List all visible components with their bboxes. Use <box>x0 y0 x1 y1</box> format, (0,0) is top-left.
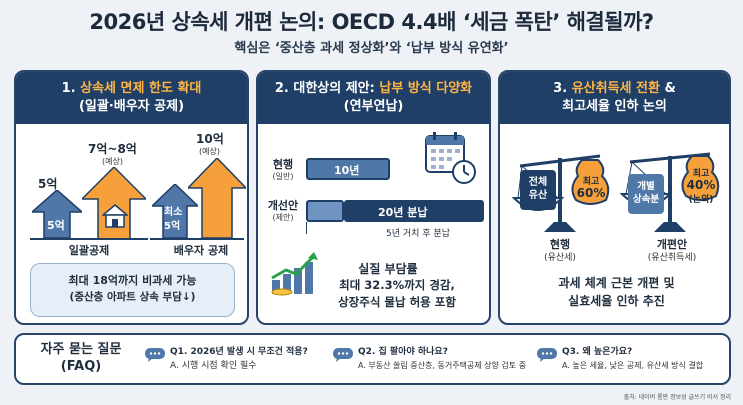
panel-payment-title-highlight: 납부 방식 다양화 <box>379 81 473 96</box>
value-10eok: 10억 <box>196 132 224 146</box>
proposal-bar <box>344 200 484 222</box>
panel-payment-header: 2. 대한상의 제안: 납부 방식 다양화 (연부연납) <box>258 72 489 124</box>
left-label: 현행 <box>549 238 571 251</box>
tax-bottom-line2: 실효세율 인하 추진 <box>568 294 665 308</box>
left-pan-box <box>520 170 556 210</box>
callout-line1: 최대 18억까지 비과세 가능 <box>68 274 197 287</box>
right-label: 개편안 <box>656 238 688 251</box>
blue-arrow-icon <box>32 190 82 238</box>
baseline-left <box>30 238 148 240</box>
panel-tax-title-prefix: 3. <box>553 81 572 96</box>
panel-payment-title-line2: (연부연납) <box>343 99 404 114</box>
right-bag-sub: (논의) <box>688 195 714 205</box>
label-min: 최소 <box>164 207 183 218</box>
chat-bubble-icon <box>145 348 165 362</box>
effect-line2: 상장주식 물납 허용 포함 <box>338 295 456 309</box>
panel-tax-title-highlight: 유산취득세 전환 <box>571 81 660 96</box>
faq-section: 자주 묻는 질문 (FAQ) Q1. 2026년 발생 시 무조건 적용? A.… <box>14 333 731 385</box>
left-pan-text: 전체 유산 <box>528 177 548 201</box>
value-min-5eok: 5억 <box>164 221 181 232</box>
effect-title: 실질 부담률 <box>358 262 418 276</box>
left-bag-value: 60% <box>576 186 606 200</box>
value-7-8eok-note: (예상) <box>102 157 123 166</box>
proposal-bar-label: 20년 분납 <box>378 206 428 219</box>
chat-bubble-icon <box>537 348 557 362</box>
panel-exemption-title-prefix: 1. <box>61 81 81 96</box>
right-bag-top: 최고 <box>692 169 710 179</box>
proposal-sub: (제안) <box>272 213 294 222</box>
faq-item-2[interactable]: Q2. 집 팔아야 하나요? A. 부동산 쏠림 중산층, 동거주택공제 상향 … <box>358 345 546 373</box>
left-sub: (유산세) <box>544 253 576 263</box>
panel-tax-system: 3. 유산취득세 전환 & 최고세율 인하 논의 전체 유산 최고 60% 현행… <box>498 70 731 325</box>
right-pan-text: 개별 상속분 <box>632 181 660 205</box>
faq-a3: A. 높은 세율, 낮은 공제, 유산세 방식 결합 <box>562 361 704 370</box>
callout-line2: (중산층 아파트 상속 부담↓) <box>69 291 196 303</box>
value-10eok-note: (예상) <box>199 147 220 156</box>
panel-tax-title-line2: 최고세율 인하 논의 <box>562 99 667 114</box>
panel-exemption-header: 1. 상속세 면제 한도 확대 (일괄·배우자 공제) <box>16 72 247 124</box>
value-5eok: 5억 <box>38 177 58 191</box>
panel-exemption: 1. 상속세 면제 한도 확대 (일괄·배우자 공제) 5억 5억 7억~8억 … <box>14 70 249 325</box>
growth-chart-icon <box>271 252 318 296</box>
effect-line1: 최대 32.3%까지 경감, <box>339 278 455 292</box>
orange-arrow-large-icon <box>188 158 246 238</box>
panel-payment-title-prefix: 2. 대한상의 제안: <box>274 81 380 96</box>
faq-title: 자주 묻는 질문 (FAQ) <box>26 341 136 375</box>
faq-q3: Q3. 왜 높은가요? <box>562 347 633 357</box>
page-subtitle: 핵심은 ‘중산층 과세 정상화’와 ‘납부 방식 유연화’ <box>234 41 509 56</box>
right-pan-box <box>628 174 664 214</box>
calendar-clock-icon <box>425 132 476 184</box>
faq-title-line2: (FAQ) <box>60 359 102 374</box>
faq-item-3[interactable]: Q3. 왜 높은가요? A. 높은 세율, 낮은 공제, 유산세 방식 결합 <box>562 345 730 373</box>
panel-tax-system-header: 3. 유산취득세 전환 & 최고세율 인하 논의 <box>500 72 729 124</box>
panel-tax-title-amp: & <box>659 81 676 96</box>
faq-q1: Q1. 2026년 발생 시 무조건 적용? <box>170 347 308 357</box>
proposal-bar-grace <box>306 200 344 222</box>
current-bar-label: 10년 <box>334 164 360 177</box>
faq-q2: Q2. 집 팔아야 하나요? <box>358 347 448 357</box>
label-lump-deduction: 일괄공제 <box>68 244 110 257</box>
value-5eok-inner: 5억 <box>47 219 65 232</box>
page-title: 2026년 상속세 개편 논의: OECD 4.4배 ‘세금 폭탄’ 해결될까? <box>89 10 654 34</box>
blue-arrow-min-icon <box>152 184 198 238</box>
chat-bubble-icon <box>333 348 353 362</box>
orange-arrow-icon <box>82 167 146 239</box>
left-bag-top: 최고 <box>582 177 600 187</box>
proposal-label: 개선안 <box>267 199 299 212</box>
current-label: 현행 <box>272 158 294 171</box>
right-bag-value: 40% <box>686 178 716 192</box>
panel-exemption-title-highlight: 상속세 면제 한도 확대 <box>80 81 202 96</box>
house-icon <box>102 204 128 228</box>
baseline-right <box>150 238 244 240</box>
note-tick <box>306 222 307 234</box>
faq-title-line1: 자주 묻는 질문 <box>40 342 122 357</box>
source-note: 출처: 네이버 롬판 정보성 글쓰기 비서 정리 <box>623 394 731 401</box>
faq-a2: A. 부동산 쏠림 중산층, 동거주택공제 상향 검토 중 <box>358 361 527 370</box>
current-sub: (일반) <box>272 172 294 181</box>
bar-note: 5년 거치 후 분납 <box>386 229 450 239</box>
right-sub: (유산취득세) <box>647 253 697 263</box>
value-7-8eok: 7억~8억 <box>88 142 137 156</box>
faq-item-1[interactable]: Q1. 2026년 발생 시 무조건 적용? A. 시행 시점 확인 필수 <box>170 345 340 373</box>
current-bar <box>306 158 390 180</box>
label-spouse-deduction: 배우자 공제 <box>173 244 229 257</box>
exemption-callout: 최대 18억까지 비과세 가능 (중산층 아파트 상속 부담↓) <box>30 263 235 317</box>
panel-exemption-title-line2: (일괄·배우자 공제) <box>78 99 185 114</box>
panel-payment: 2. 대한상의 제안: 납부 방식 다양화 (연부연납) 현행 (일반) 10년… <box>256 70 491 325</box>
tax-bottom-line1: 과세 체계 근본 개편 및 <box>558 276 675 290</box>
faq-a1: A. 시행 시점 확인 필수 <box>170 361 257 371</box>
